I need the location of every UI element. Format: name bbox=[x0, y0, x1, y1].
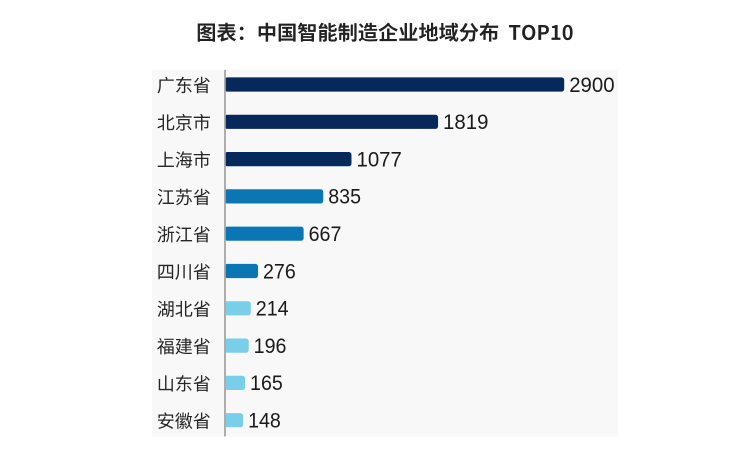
svg-text:165: 165 bbox=[250, 371, 283, 395]
svg-text:835: 835 bbox=[328, 185, 361, 209]
svg-text:667: 667 bbox=[309, 222, 342, 246]
svg-text:2900: 2900 bbox=[569, 73, 614, 97]
svg-text:1819: 1819 bbox=[443, 110, 488, 134]
svg-text:196: 196 bbox=[254, 334, 287, 358]
svg-text:148: 148 bbox=[248, 409, 281, 433]
svg-text:276: 276 bbox=[263, 259, 296, 283]
svg-text:214: 214 bbox=[256, 297, 289, 321]
svg-text:1077: 1077 bbox=[356, 147, 401, 171]
